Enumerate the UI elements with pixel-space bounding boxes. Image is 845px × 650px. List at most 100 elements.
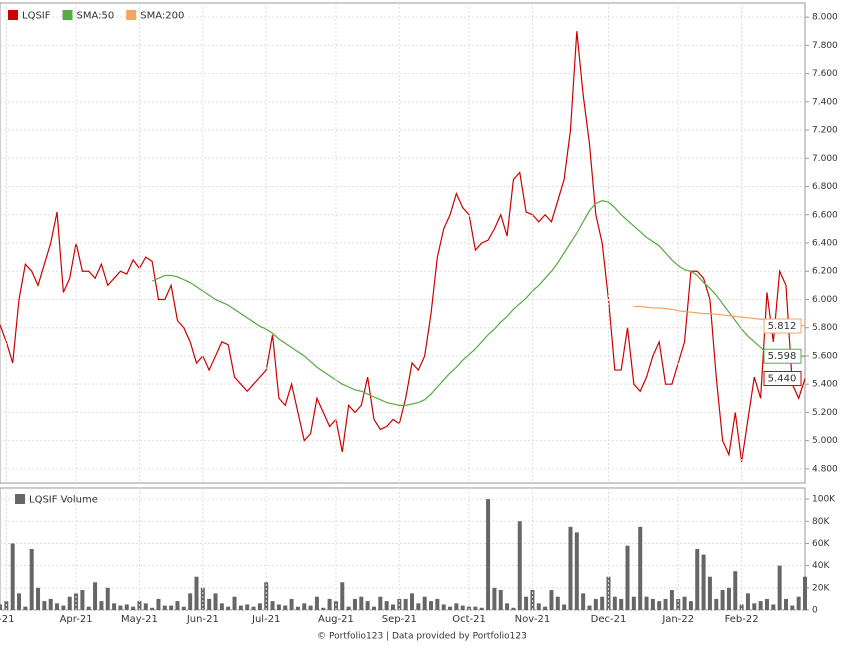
volume-bar <box>245 604 250 610</box>
volume-bar <box>555 596 560 610</box>
volume-bar <box>726 587 731 610</box>
volume-panel <box>0 487 806 611</box>
volume-bar <box>118 605 123 610</box>
volume-bar <box>150 607 155 610</box>
volume-bar <box>390 604 395 610</box>
volume-bar <box>517 521 522 610</box>
volume-bar <box>454 603 459 610</box>
y-tick-label: 6.200 <box>812 267 838 277</box>
volume-bar <box>352 598 357 610</box>
y-tick-label: 7.000 <box>812 154 838 164</box>
volume-bar <box>86 606 91 610</box>
x-tick-label: Jul-21 <box>251 614 280 625</box>
volume-bar <box>48 598 53 610</box>
volume-bar <box>194 576 199 610</box>
volume-bar <box>42 601 47 610</box>
volume-bar <box>200 587 205 610</box>
volume-bar <box>340 582 345 610</box>
y-tick-label: 5.600 <box>812 351 838 361</box>
volume-bar <box>295 606 300 610</box>
volume-bar <box>378 596 383 610</box>
x-tick-label: Dec-21 <box>591 614 627 625</box>
volume-bar <box>593 598 598 610</box>
x-tick-label: Jun-21 <box>186 614 219 625</box>
volume-bar <box>283 605 288 610</box>
volume-bar <box>105 587 110 610</box>
volume-bar <box>448 606 453 610</box>
volume-bar <box>479 607 484 610</box>
volume-bar <box>302 603 307 610</box>
volume-bar <box>181 606 186 610</box>
volume-bar <box>695 549 700 610</box>
y-tick-label: 0 <box>812 606 818 616</box>
volume-bar <box>416 603 421 610</box>
volume-bar <box>688 601 693 610</box>
volume-bar <box>752 603 757 610</box>
y-tick-label: 7.400 <box>812 97 838 107</box>
volume-bar <box>663 598 668 610</box>
volume-bar <box>682 596 687 610</box>
volume-bar <box>720 590 725 610</box>
volume-bar <box>511 607 516 610</box>
volume-bar <box>251 606 256 610</box>
volume-bar <box>314 596 319 610</box>
volume-bar <box>435 598 440 610</box>
x-tick-label: -21 <box>0 614 15 625</box>
legend-label: SMA:200 <box>140 11 184 22</box>
volume-bar <box>410 593 415 610</box>
volume-bar <box>162 605 167 610</box>
x-tick-label: Jan-22 <box>661 614 694 625</box>
volume-bar <box>384 601 389 610</box>
volume-bar <box>276 604 281 610</box>
y-tick-label: 100K <box>812 495 836 505</box>
volume-bar <box>581 593 586 610</box>
volume-bar <box>486 499 491 610</box>
y-tick-label: 80K <box>812 517 830 527</box>
legend-swatch <box>8 10 18 20</box>
volume-bar <box>67 596 72 610</box>
volume-bar <box>270 601 275 610</box>
last-value-label: 5.598 <box>768 351 797 362</box>
volume-bar <box>796 596 801 610</box>
volume-bar <box>422 596 427 610</box>
volume-bar <box>714 598 719 610</box>
y-tick-label: 40K <box>812 561 830 571</box>
volume-bar <box>80 590 85 610</box>
volume-bar <box>733 571 738 610</box>
volume-bar <box>99 601 104 610</box>
y-tick-label: 6.000 <box>812 295 838 305</box>
volume-bar <box>61 605 66 610</box>
x-tick-label: Nov-21 <box>515 614 551 625</box>
x-tick-label: Feb-22 <box>725 614 759 625</box>
volume-bar <box>327 598 332 610</box>
volume-bar <box>549 590 554 610</box>
volume-bar <box>638 526 643 610</box>
volume-bar <box>498 590 503 610</box>
volume-bar <box>0 604 2 610</box>
y-tick-label: 6.600 <box>812 210 838 220</box>
x-tick-label: Apr-21 <box>60 614 93 625</box>
volume-bar <box>739 604 744 610</box>
volume-bar <box>10 543 15 610</box>
volume-bar <box>23 606 28 610</box>
volume-bar <box>568 526 573 610</box>
y-tick-label: 7.800 <box>812 41 838 51</box>
volume-bar <box>783 598 788 610</box>
volume-bar <box>289 598 294 610</box>
legend-label: LQSIF <box>22 11 51 22</box>
volume-bar <box>803 576 807 610</box>
y-tick-label: 6.800 <box>812 182 838 192</box>
y-tick-label: 6.400 <box>812 239 838 249</box>
y-tick-label: 4.800 <box>812 464 838 474</box>
volume-bar <box>771 604 776 610</box>
legend-label: LQSIF Volume <box>29 495 98 506</box>
last-value-box <box>763 318 802 334</box>
volume-bar <box>359 596 364 610</box>
legend-label: SMA:50 <box>77 11 115 22</box>
y-tick-label: 7.600 <box>812 69 838 79</box>
last-value-label: 5.440 <box>768 374 797 385</box>
volume-bar <box>169 605 174 610</box>
volume-bar <box>505 603 510 610</box>
y-tick-label: 5.000 <box>812 436 838 446</box>
